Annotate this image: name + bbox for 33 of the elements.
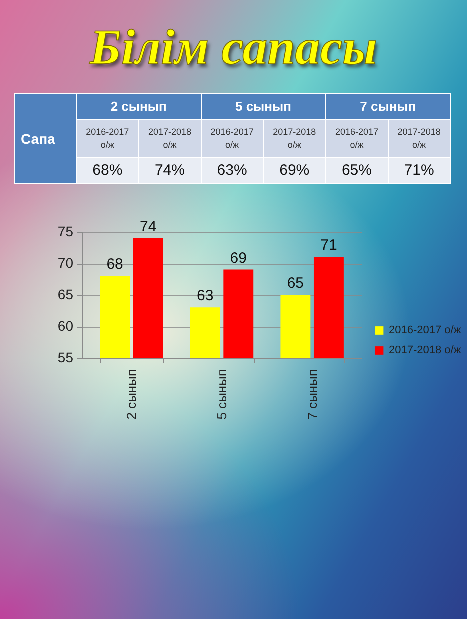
data-label: 69 bbox=[230, 250, 247, 267]
category-label: 7 сынып bbox=[326, 94, 450, 120]
text: Сапа bbox=[14, 94, 76, 184]
data-label: 71% bbox=[388, 158, 450, 184]
data-label: 65 bbox=[287, 275, 304, 292]
text: 2016-2017 о/ж bbox=[335, 126, 378, 150]
series-label: 2016-2017 о/ж bbox=[76, 120, 139, 158]
data-label: 68 bbox=[106, 256, 124, 274]
data-label: 74 bbox=[140, 218, 157, 236]
text: 2017-2018 о/ж bbox=[398, 126, 441, 150]
text: 2017-2018 о/ж bbox=[273, 126, 316, 150]
x-tick-label: 7 сынып bbox=[304, 370, 320, 420]
data-label: 68% bbox=[76, 158, 139, 184]
y-tick-label: 70 bbox=[58, 255, 74, 271]
y-tick-label: 65 bbox=[58, 286, 74, 302]
text: Білім сапасы bbox=[88, 18, 378, 76]
x-tick-label: 2 сынып bbox=[124, 370, 140, 420]
data-label: 63 bbox=[197, 288, 214, 305]
category-label: 5 сынып bbox=[201, 94, 326, 120]
text: 2016-2017 о/ж bbox=[210, 126, 254, 150]
data-label: 74% bbox=[138, 158, 202, 184]
y-tick-label: 75 bbox=[58, 224, 74, 240]
data-label: 65% bbox=[326, 158, 388, 184]
x-tick-label: 5 сынып bbox=[214, 370, 230, 420]
y-tick-label: 55 bbox=[58, 350, 74, 366]
data-label: 69% bbox=[263, 158, 326, 184]
legend-label: 2016-2017 о/ж bbox=[389, 324, 462, 337]
data-label: 71 bbox=[320, 237, 338, 254]
category-label: 2 сынып bbox=[76, 94, 202, 120]
data-label: 63% bbox=[201, 158, 264, 184]
legend-label: 2017-2018 о/ж bbox=[389, 344, 462, 357]
y-tick-label: 60 bbox=[58, 318, 74, 334]
series-label: 2017-2018 о/ж bbox=[138, 120, 202, 158]
